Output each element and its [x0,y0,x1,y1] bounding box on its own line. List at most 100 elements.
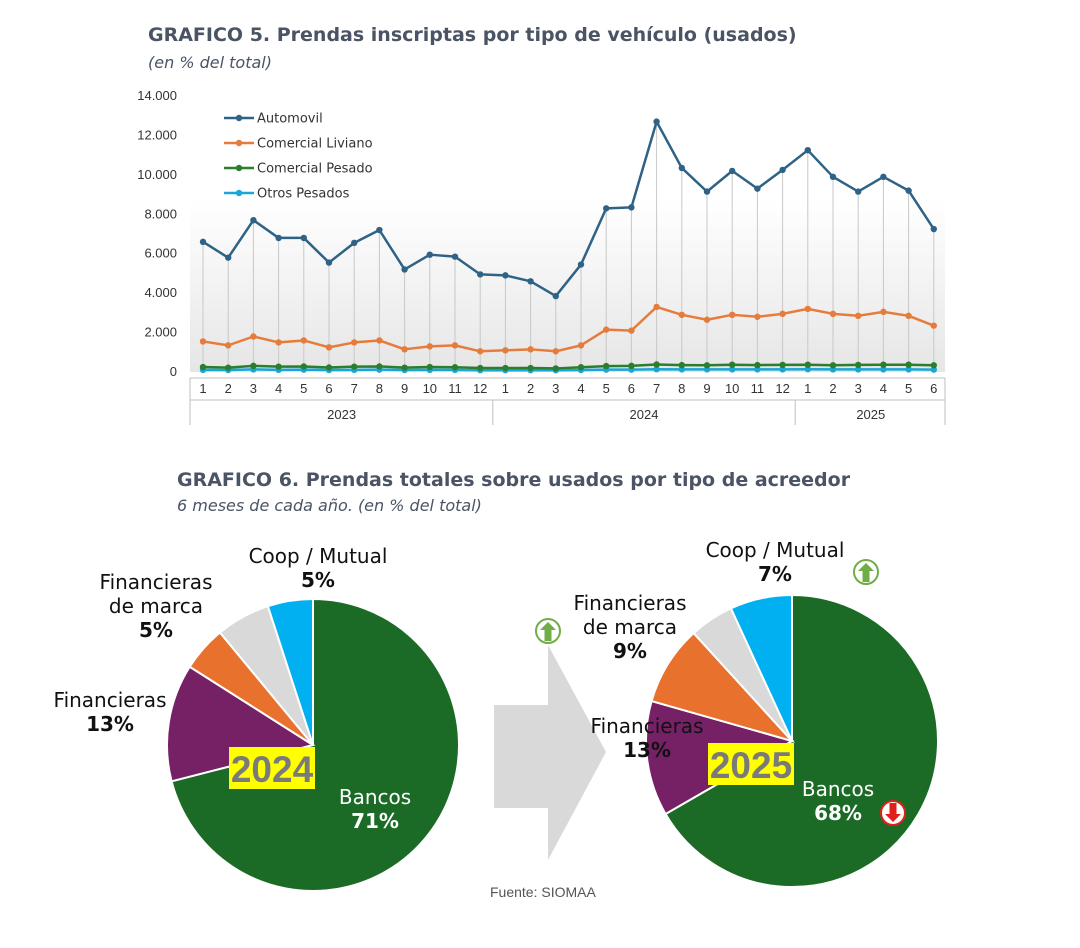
data-point [401,364,408,371]
data-point [905,366,912,373]
legend-marker [235,114,243,122]
data-point [300,337,307,344]
pie-slice [266,597,314,746]
data-point [426,343,433,350]
slice-name-label: Financieras [54,688,167,712]
x-tick-label: 2 [527,381,534,396]
slice-name-label: Bancos [339,785,411,809]
data-point [653,366,660,373]
data-point [250,216,257,224]
x-tick-label: 6 [325,381,332,396]
x-tick-label: 7 [653,381,660,396]
data-point [376,226,383,234]
data-point [678,361,685,369]
x-tick-label: 6 [628,381,635,396]
data-point [577,261,585,268]
data-point [300,363,307,370]
data-point [653,361,660,368]
x-tick-label: 11 [751,381,765,396]
chart6-subtitle: 6 meses de cada año. (en % del total) [177,496,482,515]
data-point [451,253,459,260]
year-badge [229,747,315,789]
x-tick-label: 7 [351,381,358,396]
x-tick-label: 4 [577,381,584,396]
data-point [451,342,459,349]
x-tick-label: 9 [401,381,408,396]
data-point [880,308,887,316]
data-point [628,327,635,334]
x-tick-label: 8 [678,381,685,396]
data-point [678,164,685,172]
data-point [199,363,207,371]
data-point [855,188,862,195]
data-point [905,187,912,194]
x-tick-label: 11 [448,381,462,396]
series-line [202,120,935,298]
data-point [628,204,635,211]
data-point [804,305,811,313]
data-point [829,362,837,369]
legend-label: Comercial Liviano [257,137,373,152]
y-tick-label: 6.000 [144,246,177,261]
data-point [703,362,711,369]
data-point [325,364,333,371]
data-point [275,234,282,242]
data-point [754,313,761,320]
data-point [779,366,786,373]
legend-label: Comercial Pesado [257,162,373,177]
transition-arrow [494,645,606,860]
y-tick-label: 2.000 [144,325,177,340]
data-point [729,361,736,368]
slice-name-label: Coop / Mutual [706,538,845,562]
data-point [855,312,862,319]
data-point [905,312,912,319]
data-point [653,118,660,125]
slice-name-label: Financieras [591,714,704,738]
x-tick-label: 3 [250,381,257,396]
chart5-subtitle: (en % del total) [148,53,272,72]
series-line [202,363,934,370]
y-tick-label: 4.000 [144,285,177,300]
x-tick-label: 4 [880,381,887,396]
chart6-title: GRAFICO 6. Prendas totales sobre usados … [177,469,851,491]
data-point [703,188,711,195]
data-point [729,311,736,319]
pie-slice [650,631,796,743]
slice-value-label: 13% [623,738,671,762]
pie-slice [664,593,939,888]
pie-slice [188,631,314,746]
chart5-title: GRAFICO 5. Prendas inscriptas por tipo d… [148,24,797,46]
pie-slice [170,597,460,892]
source-note: Fuente: SIOMAA [490,884,596,900]
year-group-label: 2024 [630,407,659,422]
data-point [502,364,509,372]
data-point [552,292,559,300]
pie-slice [166,665,316,783]
data-point [225,254,232,261]
x-tick-label: 5 [905,381,912,396]
legend-label: Otros Pesados [257,187,350,202]
data-point [199,238,207,246]
data-point [502,347,509,354]
data-point [502,272,509,279]
data-point [477,364,484,372]
data-point [628,362,635,370]
slice-value-label: 5% [139,618,173,642]
data-point [250,362,257,370]
slice-value-label: 71% [351,809,399,833]
year-badge-label: 2024 [231,749,314,790]
year-group-label: 2023 [327,407,356,422]
data-point [577,364,585,371]
legend-label: Automovil [257,112,323,127]
year-group-label: 2025 [856,407,885,422]
data-point [779,361,786,369]
data-point [729,366,736,373]
slice-value-label: 7% [758,562,792,586]
data-point [577,342,585,349]
slice-name-label: de marca [109,594,203,618]
pie-slice [729,593,793,742]
data-point [855,366,862,373]
data-point [603,326,610,333]
data-point [804,147,811,154]
data-point [426,251,433,258]
